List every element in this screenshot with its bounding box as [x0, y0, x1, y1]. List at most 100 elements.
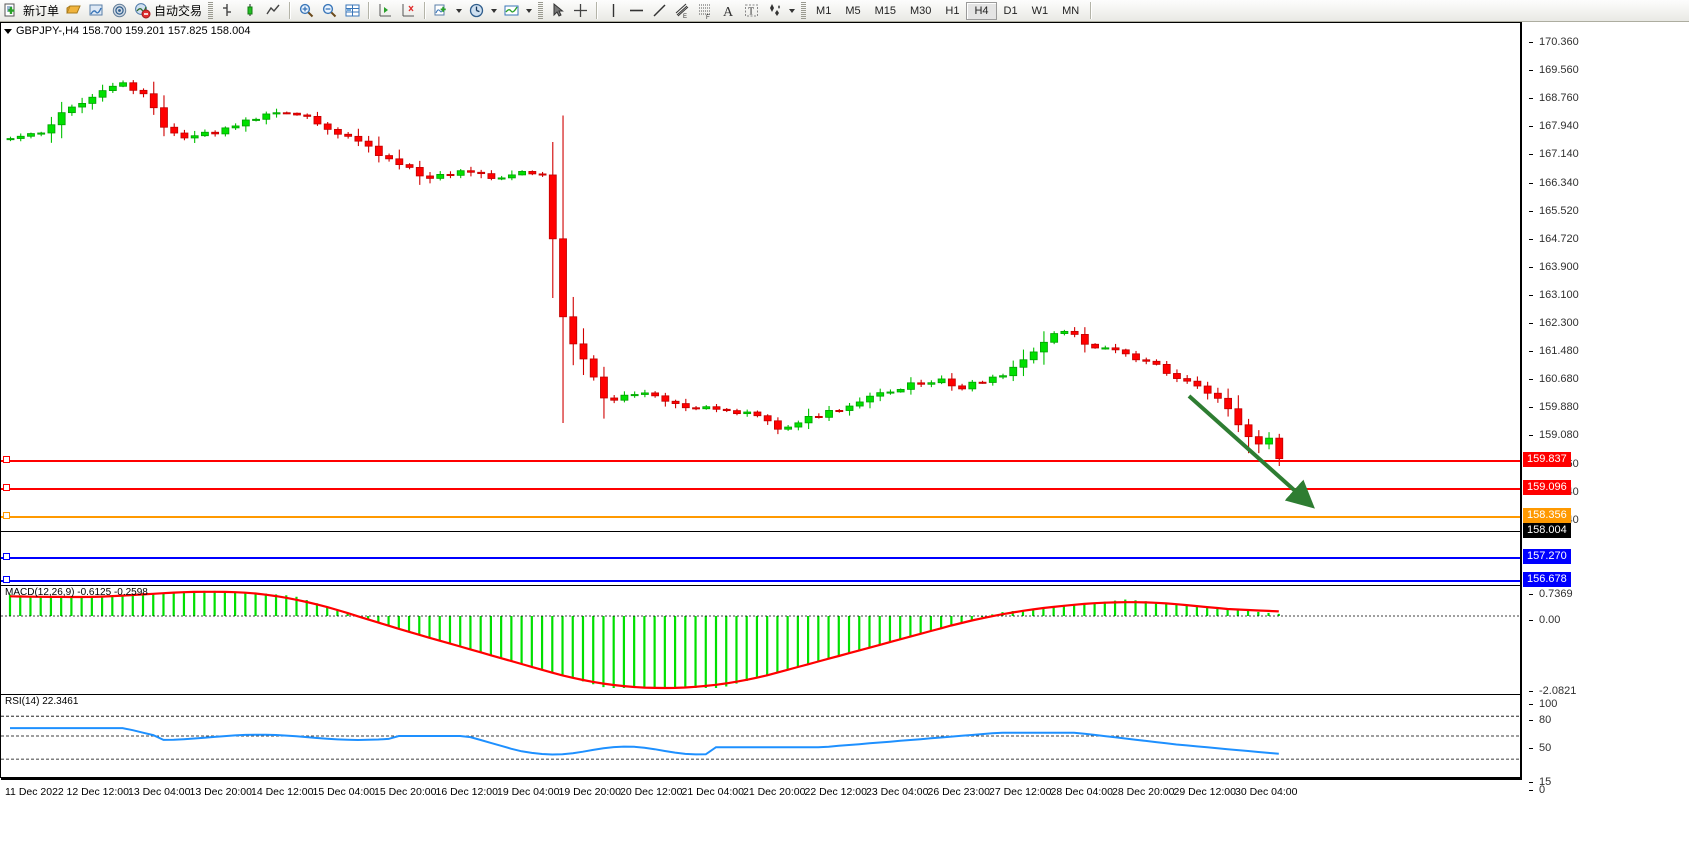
line-chart-icon [265, 2, 282, 19]
price-tag-resistance-2[interactable]: 159.096 [1523, 480, 1571, 495]
zoom-out-button[interactable] [318, 1, 341, 21]
text-label-icon: A [720, 2, 737, 19]
auto-scroll-button[interactable] [397, 1, 420, 21]
rsi-label: RSI(14) 22.3461 [5, 696, 79, 707]
toolbar-separator-2 [289, 2, 292, 19]
signals-button[interactable] [108, 1, 131, 21]
resistance-line-2[interactable] [1, 488, 1520, 490]
time-tick: 21 Dec 20:00 [743, 786, 806, 798]
grid-button[interactable] [341, 1, 364, 21]
timeframe-w1[interactable]: W1 [1031, 4, 1049, 17]
cursor-button[interactable] [546, 1, 569, 21]
horizontal-line-button[interactable] [625, 1, 648, 21]
time-tick: 30 Dec 04:00 [1235, 786, 1298, 798]
entry-line[interactable] [1, 516, 1520, 518]
price-axis[interactable]: 170.360 169.560 168.760 167.940 167.140 166.3… [1521, 22, 1689, 796]
bar-chart-button[interactable] [216, 1, 239, 21]
autotrading-button[interactable]: 自动交易 [131, 1, 205, 21]
timeframe-h1[interactable]: H1 [945, 4, 960, 17]
entry-anchor[interactable] [3, 512, 10, 519]
toolbar-separator-8 [1090, 2, 1093, 19]
price-tick: 170.360 [1529, 36, 1689, 48]
rsi-pane[interactable]: RSI(14) 22.3461 [1, 695, 1522, 779]
shapes-button[interactable] [763, 1, 786, 21]
shapes-dropdown-arrow[interactable] [789, 8, 796, 13]
folder-icon [65, 2, 82, 19]
price-tag-current: 158.004 [1523, 523, 1571, 538]
expert-advisors-button[interactable] [62, 1, 85, 21]
time-tick: 19 Dec 20:00 [558, 786, 621, 798]
time-tick: 23 Dec 04:00 [866, 786, 929, 798]
price-tick: 159.880 [1529, 401, 1689, 413]
resistance-2-anchor[interactable] [3, 484, 10, 491]
fibonacci-button[interactable]: F [694, 1, 717, 21]
toolbar-separator-3 [368, 2, 371, 19]
text-box-button[interactable]: T [740, 1, 763, 21]
main-toolbar: 新订单 [0, 0, 1689, 22]
price-plot[interactable]: MACD(12,26,9) -0.6125 -0.2598 RSI(14) 22… [0, 22, 1522, 857]
timeframe-m15[interactable]: M15 [874, 4, 896, 17]
templates-dropdown-arrow[interactable] [526, 8, 533, 13]
candlestick-chart-button[interactable] [239, 1, 262, 21]
price-tick: 167.940 [1529, 120, 1689, 132]
support-line-1[interactable] [1, 557, 1520, 559]
indicators-button[interactable] [430, 1, 453, 21]
support-2-anchor[interactable] [3, 576, 10, 583]
timeframe-mn[interactable]: MN [1062, 4, 1080, 17]
support-1-anchor[interactable] [3, 553, 10, 560]
templates-button[interactable] [500, 1, 523, 21]
support-line-2[interactable] [1, 580, 1520, 582]
auto-scroll-icon [400, 2, 417, 19]
time-tick: 29 Dec 12:00 [1173, 786, 1236, 798]
time-tick: 13 Dec 04:00 [128, 786, 191, 798]
rsi-scale-tick: 50 [1529, 742, 1689, 754]
trendline-button[interactable] [648, 1, 671, 21]
chart-menu-triangle-icon[interactable] [4, 28, 12, 34]
cursor-icon [549, 2, 566, 19]
timeframe-h4[interactable]: H4 [966, 1, 997, 20]
timeframe-m1[interactable]: M1 [816, 4, 832, 17]
zoom-in-button[interactable] [295, 1, 318, 21]
toolbar-separator-6 [596, 2, 599, 19]
new-order-button[interactable]: 新订单 [0, 1, 62, 21]
indicators-dropdown-arrow[interactable] [456, 8, 463, 13]
period-button[interactable] [465, 1, 488, 21]
chart-window[interactable]: GBPJPY-,H4 158.700 159.201 157.825 158.0… [0, 22, 1689, 857]
down-trend-arrow[interactable] [1181, 388, 1331, 518]
price-tick: 169.560 [1529, 64, 1689, 76]
price-tag-entry[interactable]: 158.356 [1523, 508, 1571, 523]
timeframe-m30[interactable]: M30 [910, 4, 932, 17]
crosshair-button[interactable] [569, 1, 592, 21]
price-tick: 162.300 [1529, 317, 1689, 329]
timeframe-m5[interactable]: M5 [845, 4, 861, 17]
resistance-line-1[interactable] [1, 460, 1520, 462]
time-tick: 13 Dec 20:00 [189, 786, 252, 798]
signal-icon [111, 2, 128, 19]
price-tag-support-2[interactable]: 156.678 [1523, 572, 1571, 587]
vertical-line-button[interactable] [602, 1, 625, 21]
price-tick: 167.140 [1529, 148, 1689, 160]
price-tag-support-1[interactable]: 157.270 [1523, 549, 1571, 564]
text-label-button[interactable]: A [717, 1, 740, 21]
price-tick: 160.680 [1529, 373, 1689, 385]
svg-text:T: T [748, 7, 754, 18]
macd-pane[interactable]: MACD(12,26,9) -0.6125 -0.2598 [1, 585, 1522, 695]
equidistant-channel-button[interactable]: E [671, 1, 694, 21]
resistance-1-anchor[interactable] [3, 456, 10, 463]
macd-series [1, 590, 1520, 690]
time-tick: 21 Dec 04:00 [681, 786, 744, 798]
vertical-line-icon [605, 2, 622, 19]
time-tick: 22 Dec 12:00 [804, 786, 867, 798]
macd-scale-tick: 0.00 [1529, 614, 1689, 626]
rsi-scale-tick: 15 [1529, 776, 1689, 788]
price-tick: 165.520 [1529, 205, 1689, 217]
rsi-scale-tick: 80 [1529, 714, 1689, 726]
period-dropdown-arrow[interactable] [491, 8, 498, 13]
line-chart-button[interactable] [262, 1, 285, 21]
rsi-scale-tick: 0 [1529, 784, 1689, 796]
svg-text:F: F [706, 15, 710, 19]
chart-shift-button[interactable] [374, 1, 397, 21]
timeframe-d1[interactable]: D1 [1003, 4, 1018, 17]
price-tag-resistance-1[interactable]: 159.837 [1523, 452, 1571, 467]
metaeditor-button[interactable] [85, 1, 108, 21]
